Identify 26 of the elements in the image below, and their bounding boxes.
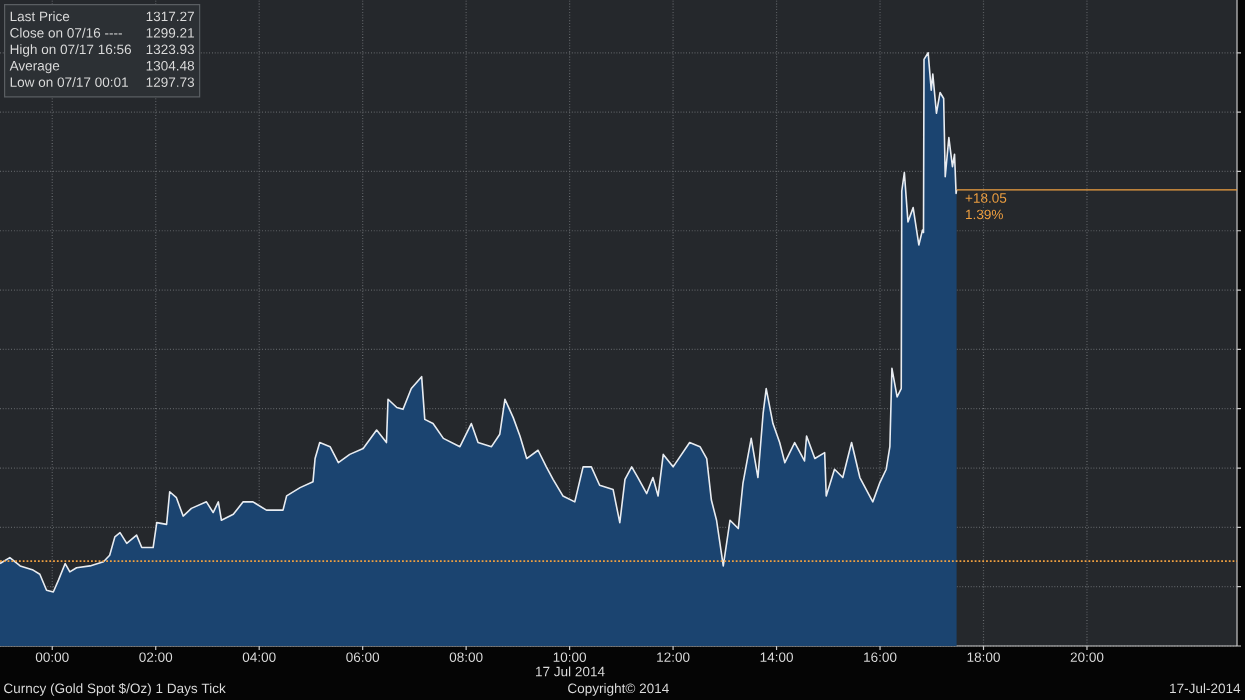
x-tick-label: 12:00 — [657, 652, 690, 662]
x-axis-title: 17 Jul 2014 — [536, 666, 605, 677]
x-tick-label: 00:00 — [35, 652, 69, 662]
x-tick-label: 18:00 — [967, 652, 1000, 662]
text: 1299.21 — [146, 28, 194, 38]
annotation: +18.05 1.39% — [965, 193, 1007, 220]
text: 1317.27 — [146, 11, 194, 22]
x-tick-label: 20:00 — [1070, 652, 1104, 662]
text: Copyright© 2014 — [568, 683, 669, 696]
annotation: 1323.93 — [146, 44, 195, 55]
annotation: 1304.48 — [146, 60, 195, 71]
text: 17-Jul-2014 — [1170, 683, 1241, 694]
x-tick-label: 02:00 — [139, 652, 173, 662]
x-tick-label: 16:00 — [864, 652, 897, 662]
x-tick-label: 08:00 — [449, 652, 483, 662]
x-tick-label: 04:00 — [242, 652, 276, 662]
x-tick-label: 06:00 — [346, 652, 380, 662]
annotation: Average — [9, 61, 60, 74]
annotation: High on 07/17 16:56 — [10, 44, 132, 57]
text: Last Price — [10, 11, 70, 22]
x-tick-label: 14:00 — [760, 652, 793, 662]
text: Curncy (Gold Spot $/Oz) 1 Days Tick — [4, 682, 226, 696]
x-tick-label: 10:00 — [553, 652, 587, 662]
annotation: 1297.73 — [146, 77, 195, 87]
annotation: Low on 07/17 00:01 — [10, 77, 128, 87]
text: Close on 07/16 ---- — [10, 27, 122, 38]
